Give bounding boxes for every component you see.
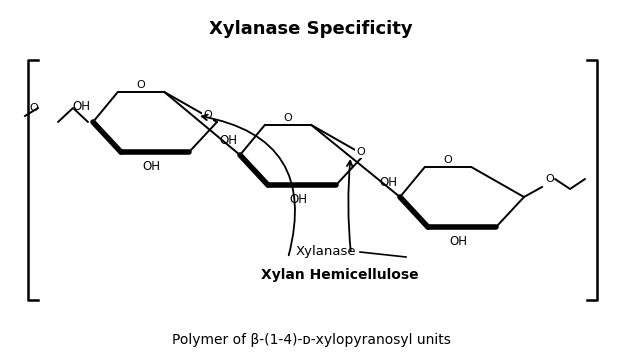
Text: OH: OH [72, 100, 90, 113]
Text: O: O [136, 80, 145, 90]
Text: O: O [29, 103, 38, 113]
Text: OH: OH [143, 160, 161, 173]
Text: Polymer of β-(1-4)-ᴅ-xylopyranosyl units: Polymer of β-(1-4)-ᴅ-xylopyranosyl units [171, 333, 450, 347]
Text: OH: OH [290, 193, 308, 206]
Text: O: O [444, 155, 452, 165]
Text: O: O [356, 147, 366, 157]
Text: O: O [203, 109, 212, 120]
Text: Xylanase: Xylanase [296, 246, 356, 258]
Text: OH: OH [379, 175, 397, 189]
Text: Xylan Hemicellulose: Xylan Hemicellulose [261, 268, 419, 282]
Text: O: O [283, 113, 292, 123]
Text: OH: OH [219, 134, 237, 147]
Text: OH: OH [450, 235, 468, 248]
Text: Xylanase Specificity: Xylanase Specificity [209, 20, 413, 38]
Text: O: O [545, 174, 554, 184]
